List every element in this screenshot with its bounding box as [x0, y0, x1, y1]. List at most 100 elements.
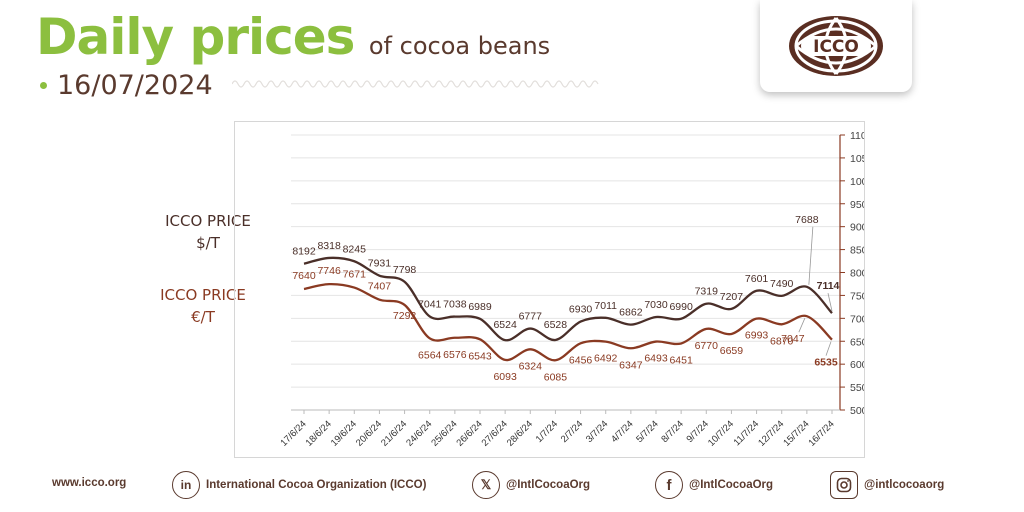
title-main: Daily prices	[36, 8, 355, 66]
x-tick-label: 5/7/24	[634, 419, 660, 445]
x-tick-label: 10/7/24	[706, 419, 736, 449]
data-label: 7407	[368, 281, 392, 293]
data-label: 6564	[418, 349, 442, 361]
data-label: 6862	[619, 307, 643, 319]
data-label: 6870	[770, 335, 794, 347]
data-label: 7047	[781, 333, 805, 345]
data-label: 6093	[493, 371, 517, 383]
data-label: 6777	[519, 311, 543, 323]
linkedin-icon: in	[172, 471, 200, 499]
data-label: 8318	[317, 240, 341, 252]
x-tick-label: 25/6/24	[429, 419, 459, 449]
data-label: 6524	[493, 319, 517, 331]
x-tick-label: 21/6/24	[379, 419, 409, 449]
data-label: 7640	[292, 270, 316, 282]
price-line-chart: 5000 5500 6000 6500 7000 7500 8000 8500 9000 9500…	[279, 130, 864, 449]
x-tick-label: 12/7/24	[756, 419, 786, 449]
legend-eur-line1: ICCO PRICE	[160, 286, 246, 304]
data-label: 7798	[393, 264, 417, 276]
footer: www.icco.org in International Cocoa Orga…	[0, 467, 1024, 507]
data-label: 6930	[569, 304, 593, 316]
y-tick-label: 8000	[850, 268, 864, 280]
icco-globe-logo-icon: ICCO	[789, 16, 883, 76]
data-label: 6993	[745, 330, 769, 342]
title-subtitle: of cocoa beans	[368, 32, 551, 60]
data-label: 8245	[343, 243, 367, 255]
label-leader	[808, 226, 814, 285]
facebook-icon: f	[655, 471, 683, 499]
x-tick-label: 15/7/24	[781, 419, 811, 449]
y-tick-label: 11000	[850, 130, 864, 142]
icco-logo-card[interactable]: ICCO	[760, 0, 912, 92]
footer-linkedin[interactable]: in International Cocoa Organization (ICC…	[172, 471, 426, 499]
data-label: 6492	[594, 353, 618, 365]
y-tick-label: 7000	[850, 313, 864, 325]
x-tick-label: 17/6/24	[279, 419, 309, 449]
bullet-dot-icon	[40, 82, 47, 89]
x-tick-label: 24/6/24	[404, 419, 434, 449]
data-label: 7490	[770, 278, 794, 290]
x-tick-label: 3/7/24	[584, 419, 610, 445]
linkedin-link[interactable]: International Cocoa Organization (ICCO)	[206, 479, 427, 491]
data-label: 6535	[814, 357, 838, 369]
x-tick-label: 18/6/24	[304, 419, 334, 449]
data-label: 6085	[544, 371, 568, 383]
instagram-icon	[830, 471, 858, 499]
legend-eur: ICCO PRICE €/T	[145, 284, 261, 328]
data-label: 6576	[443, 349, 467, 361]
x-tick-label: 1/7/24	[534, 419, 560, 445]
y-tick-label: 8500	[850, 245, 864, 257]
legend-eur-line2: €/T	[191, 308, 215, 326]
footer-website[interactable]: www.icco.org	[52, 477, 126, 489]
y-tick-label: 7500	[850, 290, 864, 302]
x-tick-label: 28/6/24	[505, 419, 535, 449]
x-tick-label: 8/7/24	[659, 419, 685, 445]
x-tick-label: 16/7/24	[807, 419, 837, 449]
x-tick-label: 2/7/24	[559, 419, 585, 445]
data-label: 7601	[745, 273, 769, 285]
data-label: 7319	[695, 286, 719, 298]
series-line-usd	[303, 256, 833, 342]
data-label: 6770	[695, 340, 719, 352]
data-label: 6324	[519, 360, 543, 372]
data-label: 7688	[795, 214, 819, 226]
footer-instagram[interactable]: @intlcocoaorg	[830, 471, 944, 499]
instagram-link[interactable]: @intlcocoaorg	[864, 479, 945, 491]
x-link[interactable]: @IntlCocoaOrg	[506, 479, 591, 491]
data-label: 6543	[468, 350, 492, 362]
facebook-link[interactable]: @IntlCocoaOrg	[689, 479, 774, 491]
y-tick-label: 6500	[850, 336, 864, 348]
date-row: 16/07/2024	[40, 70, 213, 101]
data-label: 6493	[644, 353, 668, 365]
legend-usd: ICCO PRICE $/T	[150, 210, 266, 254]
y-tick-label: 9500	[850, 199, 864, 211]
website-link[interactable]: www.icco.org	[52, 477, 127, 489]
chart-area: 5000 5500 6000 6500 7000 7500 8000 8500 9000 9500…	[234, 121, 865, 458]
footer-facebook[interactable]: f @IntlCocoaOrg	[655, 471, 773, 499]
data-label: 7931	[368, 258, 392, 270]
x-tick-label: 19/6/24	[329, 419, 359, 449]
data-label: 6659	[720, 345, 744, 357]
x-tick-label: 26/6/24	[455, 419, 485, 449]
y-tick-label: 6000	[850, 359, 864, 371]
data-label: 7746	[317, 265, 341, 277]
data-label: 7011	[594, 300, 617, 312]
x-tick-label: 27/6/24	[480, 419, 510, 449]
y-tick-label: 10000	[850, 176, 864, 188]
y-tick-label: 5500	[850, 382, 864, 394]
data-label: 7292	[393, 310, 417, 322]
x-tick-label: 20/6/24	[354, 419, 384, 449]
label-leader	[825, 341, 832, 356]
data-label: 6989	[468, 301, 492, 313]
data-label: 6990	[669, 301, 693, 313]
data-label: 7030	[644, 299, 668, 311]
x-tick-label: 11/7/24	[732, 419, 762, 449]
data-label: 8192	[292, 246, 316, 258]
data-label: 7114	[817, 280, 840, 292]
footer-x[interactable]: 𝕏 @IntlCocoaOrg	[472, 471, 590, 499]
data-label: 6456	[569, 354, 593, 366]
date-label: 16/07/2024	[57, 70, 213, 101]
logo-text: ICCO	[813, 37, 859, 57]
series-line-eur	[303, 282, 833, 362]
wave-divider	[232, 80, 599, 88]
